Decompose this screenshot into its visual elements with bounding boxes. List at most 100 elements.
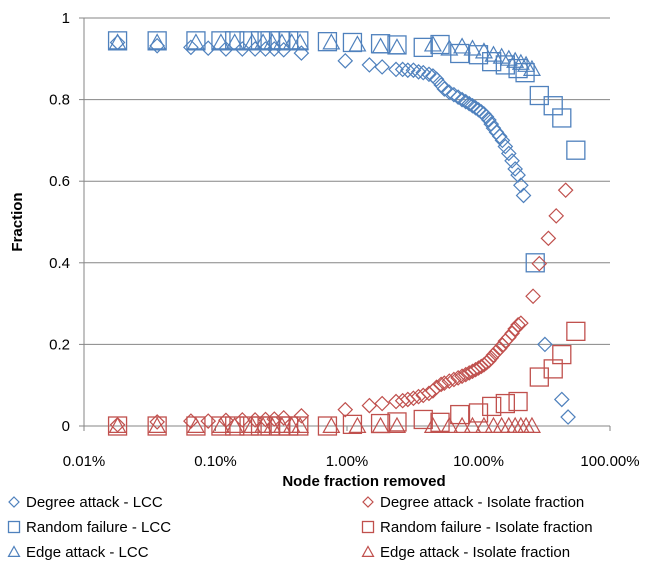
data-point xyxy=(322,33,341,50)
data-point xyxy=(511,53,530,70)
data-point xyxy=(491,340,508,357)
data-point xyxy=(430,34,450,55)
data-point xyxy=(225,31,245,51)
y-tick-label: 0.8 xyxy=(49,92,70,109)
data-point xyxy=(183,39,199,56)
data-point xyxy=(186,31,206,51)
data-point xyxy=(506,51,525,68)
data-point xyxy=(148,33,167,50)
data-point xyxy=(491,128,508,145)
legend-marker xyxy=(361,520,375,534)
data-point xyxy=(428,71,445,88)
data-point xyxy=(450,404,470,425)
data-point xyxy=(433,77,450,93)
data-point xyxy=(272,416,291,433)
data-point xyxy=(495,393,515,414)
data-point xyxy=(374,395,390,412)
data-point xyxy=(441,84,458,101)
series-4 xyxy=(107,321,586,436)
data-point xyxy=(291,416,310,433)
data-point xyxy=(247,41,263,57)
data-point xyxy=(507,161,524,177)
data-point xyxy=(474,416,493,433)
data-point xyxy=(531,255,548,272)
data-point xyxy=(342,32,363,53)
data-point xyxy=(529,85,549,106)
data-point xyxy=(243,33,262,50)
data-point xyxy=(337,52,354,69)
data-point xyxy=(529,367,549,387)
series-1 xyxy=(107,31,586,273)
data-point xyxy=(225,33,244,50)
data-point xyxy=(107,31,128,51)
data-point xyxy=(463,39,482,56)
data-point xyxy=(293,407,310,424)
series-0 xyxy=(109,34,576,425)
legend-label: Degree attack - LCC xyxy=(26,494,163,511)
y-tick-label: 0.4 xyxy=(49,255,70,272)
data-point xyxy=(211,31,231,51)
data-point xyxy=(348,35,367,52)
data-point xyxy=(507,321,524,337)
y-tick-label: 0 xyxy=(62,418,70,435)
y-tick-label: 1 xyxy=(62,10,70,27)
data-point xyxy=(186,33,205,50)
data-point xyxy=(234,41,251,57)
data-point xyxy=(453,416,472,433)
data-point xyxy=(522,59,541,77)
data-point xyxy=(200,413,217,429)
y-tick-label: 0.2 xyxy=(49,336,70,353)
data-point xyxy=(149,37,166,54)
data-point xyxy=(500,329,517,346)
legend-label: Edge attack - LCC xyxy=(26,544,149,561)
data-point xyxy=(552,344,572,365)
series-5 xyxy=(108,416,541,433)
data-point xyxy=(109,416,126,433)
data-point xyxy=(371,37,390,54)
data-point xyxy=(387,416,407,433)
x-tick-label: 1.00% xyxy=(326,453,369,470)
data-point xyxy=(263,416,282,433)
data-point xyxy=(211,416,230,433)
data-point xyxy=(149,414,166,430)
legend-label: Degree attack - Isolate fraction xyxy=(380,494,584,511)
data-point xyxy=(440,416,459,433)
data-point xyxy=(394,61,411,78)
data-point xyxy=(423,416,442,433)
data-point xyxy=(497,138,514,155)
legend: Degree attack - LCC Random failure - LCC E… xyxy=(7,494,593,561)
data-point xyxy=(446,371,462,388)
legend-label: Edge attack - Isolate fraction xyxy=(380,544,570,561)
series-2 xyxy=(108,33,541,77)
data-point xyxy=(423,35,442,52)
data-point xyxy=(500,145,517,162)
data-point xyxy=(289,416,309,436)
data-point xyxy=(200,40,217,57)
x-tick-label: 100.00% xyxy=(580,453,639,470)
data-point xyxy=(552,108,572,128)
data-point xyxy=(488,343,505,360)
data-point xyxy=(450,370,466,386)
data-point xyxy=(272,33,291,50)
data-point xyxy=(405,62,422,79)
x-tick-label: 0.10% xyxy=(194,453,237,470)
data-point xyxy=(410,64,427,80)
y-tick-label: 0.6 xyxy=(49,173,70,190)
data-point xyxy=(548,208,565,224)
data-point xyxy=(557,182,574,199)
data-point xyxy=(446,86,462,103)
data-point xyxy=(540,230,557,247)
data-point xyxy=(413,37,433,58)
data-point xyxy=(421,66,437,83)
data-point xyxy=(510,167,526,183)
axes xyxy=(79,17,611,431)
data-point xyxy=(463,416,482,433)
data-point xyxy=(482,396,502,417)
tick-labels: 0 0.2 0.4 0.6 0.8 1 0.01% 0.10% 1.00% 10.00% 100.0… xyxy=(49,10,639,470)
legend-marker xyxy=(7,520,21,534)
data-point xyxy=(239,31,259,51)
data-point xyxy=(510,316,526,333)
data-point xyxy=(317,32,338,52)
data-point xyxy=(485,347,502,363)
legend-label: Random failure - Isolate fraction xyxy=(380,519,593,536)
